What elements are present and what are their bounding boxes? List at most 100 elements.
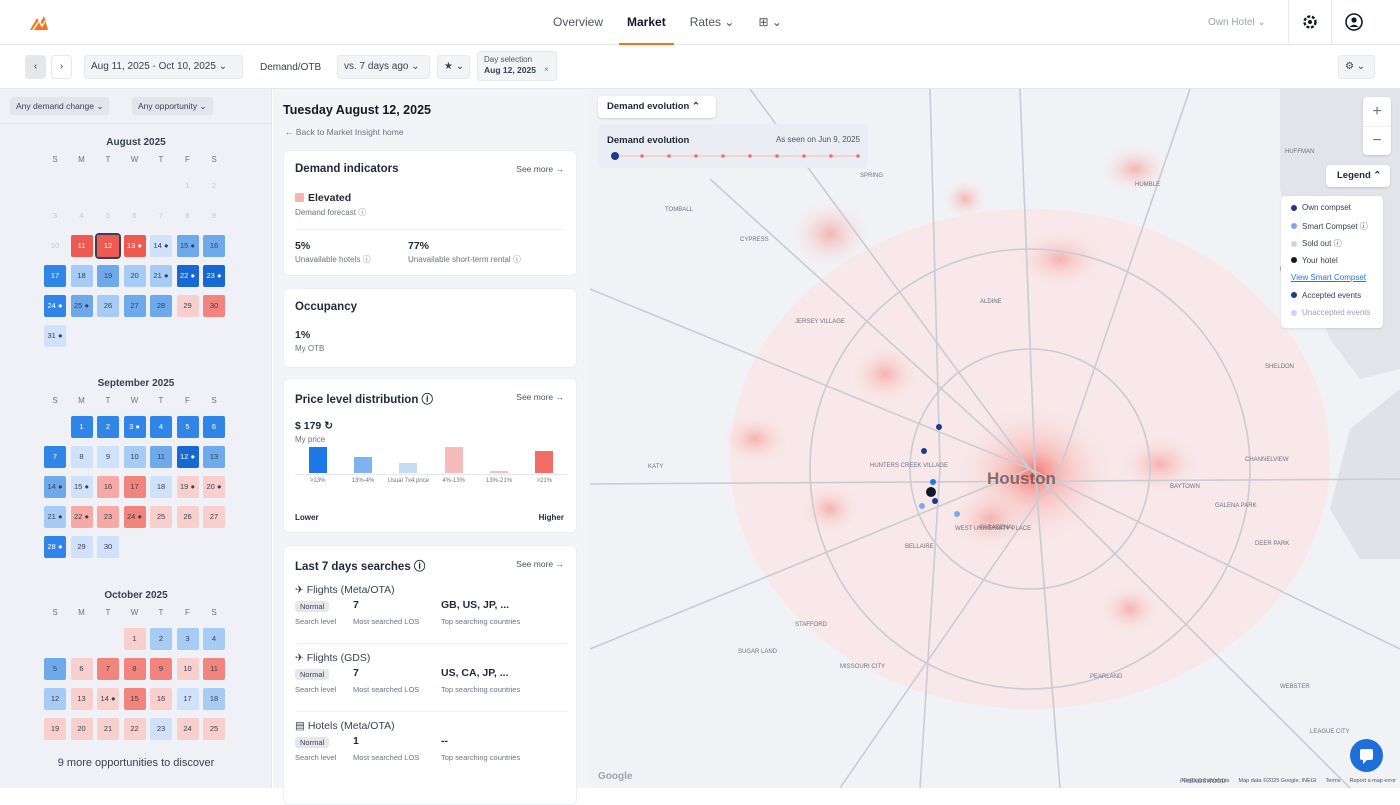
next-button[interactable]: ›: [51, 55, 72, 79]
calendar-day[interactable]: 10: [123, 446, 146, 468]
settings-select[interactable]: ⚙ ⌄: [1338, 55, 1375, 79]
more-opportunities[interactable]: 9 more opportunities to discover: [57, 757, 215, 769]
calendar-day[interactable]: 7: [97, 658, 119, 680]
compare-select[interactable]: vs. 7 days ago ⌄: [337, 55, 430, 79]
calendar-day[interactable]: 9: [150, 658, 172, 680]
tab-more[interactable]: ⊞ ⌄: [750, 0, 789, 45]
rating-select[interactable]: ★ ⌄: [437, 55, 470, 79]
date-range-select[interactable]: Aug 11, 2025 - Oct 10, 2025 ⌄: [84, 55, 243, 79]
price-bar[interactable]: [444, 447, 463, 473]
calendar-day[interactable]: 24 ●: [44, 295, 66, 317]
calendar-day[interactable]: 19 ●: [176, 476, 199, 498]
calendar-day[interactable]: 2: [97, 416, 119, 438]
calendar-day[interactable]: 6: [203, 416, 225, 438]
calendar-day[interactable]: 2: [150, 628, 172, 650]
calendar-day[interactable]: 8: [123, 658, 146, 680]
calendar-day[interactable]: 16: [150, 688, 172, 710]
opportunity-filter[interactable]: Any opportunity ⌄: [132, 97, 213, 115]
calendar-day[interactable]: 26: [97, 295, 119, 317]
calendar-day[interactable]: 21 ●: [150, 265, 172, 287]
calendar-day[interactable]: 15 ●: [176, 235, 199, 257]
gear-icon[interactable]: [1301, 13, 1319, 31]
map-footer-link[interactable]: Keyboard shortcuts: [1182, 778, 1230, 784]
tab-overview[interactable]: Overview: [553, 15, 604, 29]
calendar-day[interactable]: 25: [203, 718, 225, 740]
calendar-day[interactable]: 3 ●: [123, 416, 146, 438]
own-hotel-select[interactable]: Own Hotel ⌄: [1208, 17, 1266, 28]
chat-button[interactable]: [1350, 739, 1383, 772]
tab-market[interactable]: Market: [619, 0, 674, 45]
price-bar[interactable]: [399, 463, 418, 473]
calendar-day[interactable]: 3: [176, 628, 199, 650]
calendar-day[interactable]: 17: [44, 265, 66, 287]
zoom-out-button[interactable]: −: [1363, 126, 1391, 155]
calendar-day[interactable]: 17: [176, 688, 199, 710]
calendar-day[interactable]: 28 ●: [44, 536, 66, 558]
calendar-day[interactable]: 22 ●: [70, 506, 93, 528]
calendar-day[interactable]: 11: [70, 235, 93, 257]
calendar-day[interactable]: 6: [70, 658, 93, 680]
calendar-day[interactable]: 30: [97, 536, 119, 558]
calendar-day[interactable]: 15: [123, 688, 146, 710]
calendar-day[interactable]: 21 ●: [44, 506, 66, 528]
calendar-day[interactable]: 18: [203, 688, 225, 710]
calendar-day[interactable]: 30: [203, 295, 225, 317]
calendar-day[interactable]: 29: [176, 295, 199, 317]
calendar-day[interactable]: 13 ●: [123, 235, 146, 257]
calendar-day[interactable]: 25: [150, 506, 172, 528]
close-icon[interactable]: ×: [544, 65, 549, 74]
calendar-day[interactable]: 13: [70, 688, 93, 710]
calendar-day[interactable]: 14 ●: [97, 688, 119, 710]
calendar-day[interactable]: 15 ●: [70, 476, 93, 498]
see-more-link[interactable]: See more →: [516, 559, 564, 569]
calendar-day[interactable]: 12 ●: [176, 446, 199, 468]
calendar-day[interactable]: 19: [44, 718, 66, 740]
calendar-day[interactable]: 27: [203, 506, 225, 528]
calendar-day[interactable]: 29: [70, 536, 93, 558]
demand-filter[interactable]: Any demand change ⌄: [10, 97, 110, 115]
map-view[interactable]: Tomball Spring Humble Huffman Cypress Jersey …: [590, 89, 1400, 788]
calendar-day[interactable]: 10: [176, 658, 199, 680]
calendar-day[interactable]: 16: [97, 476, 119, 498]
calendar-day[interactable]: 12: [95, 233, 121, 259]
map-footer-link[interactable]: Map data ©2025 Google, INEGI: [1238, 778, 1317, 784]
see-more-link[interactable]: See more →: [516, 164, 564, 174]
calendar-day[interactable]: 5: [176, 416, 199, 438]
price-bar[interactable]: [308, 447, 327, 473]
calendar-day[interactable]: 22 ●: [176, 265, 199, 287]
user-icon[interactable]: [1345, 13, 1363, 31]
map-footer-link[interactable]: Terms: [1325, 778, 1341, 784]
calendar-day[interactable]: 7: [44, 446, 66, 468]
day-selection[interactable]: Day selection Aug 12, 2025: [477, 51, 557, 81]
calendar-day[interactable]: 31 ●: [44, 325, 66, 347]
legend-item[interactable]: View Smart Compset: [1291, 273, 1366, 282]
see-more-link[interactable]: See more →: [516, 392, 564, 402]
calendar-day[interactable]: 12: [44, 688, 66, 710]
calendar-day[interactable]: 8: [70, 446, 93, 468]
calendar-day[interactable]: 24 ●: [123, 506, 146, 528]
prev-button[interactable]: ‹: [25, 55, 46, 79]
calendar-day[interactable]: 4: [150, 416, 172, 438]
price-bar[interactable]: [354, 457, 372, 473]
calendar-day[interactable]: 16: [203, 235, 225, 257]
calendar-day[interactable]: 21: [97, 718, 119, 740]
calendar-day[interactable]: 22: [123, 718, 146, 740]
price-bar[interactable]: [490, 471, 508, 473]
calendar-day[interactable]: 11: [150, 446, 172, 468]
calendar-day[interactable]: 5: [44, 658, 66, 680]
app-logo[interactable]: [28, 12, 50, 32]
calendar-day[interactable]: 28: [150, 295, 172, 317]
calendar-day[interactable]: 24: [176, 718, 199, 740]
calendar-day[interactable]: 14 ●: [44, 476, 66, 498]
tab-rates[interactable]: Rates ⌄: [682, 0, 743, 45]
calendar-day[interactable]: 13: [203, 446, 225, 468]
calendar-day[interactable]: 1: [70, 416, 93, 438]
legend-toggle[interactable]: Legend ⌃: [1326, 165, 1390, 187]
calendar-day[interactable]: 11: [203, 658, 225, 680]
calendar-day[interactable]: 23 ●: [203, 265, 225, 287]
demand-evolution-dropdown[interactable]: Demand evolution ⌃: [598, 96, 716, 118]
calendar-day[interactable]: 14 ●: [150, 235, 172, 257]
calendar-day[interactable]: 18: [150, 476, 172, 498]
calendar-day[interactable]: 17: [123, 476, 146, 498]
calendar-day[interactable]: 25 ●: [70, 295, 93, 317]
